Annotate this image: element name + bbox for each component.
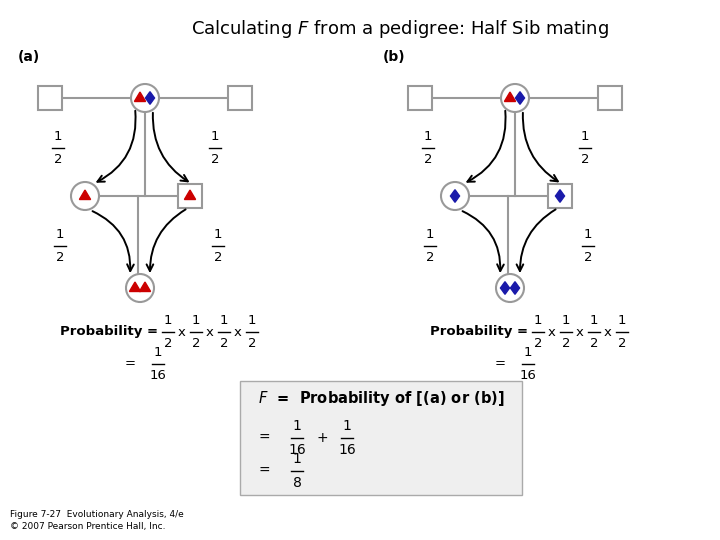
Text: (b): (b) — [383, 50, 405, 64]
Text: 1: 1 — [248, 314, 256, 327]
Text: 1: 1 — [424, 130, 432, 143]
Text: =: = — [125, 357, 135, 370]
Circle shape — [131, 84, 159, 112]
Text: 8: 8 — [292, 476, 302, 490]
Text: 2: 2 — [192, 337, 200, 350]
Text: 2: 2 — [581, 153, 589, 166]
Text: 1: 1 — [55, 228, 64, 241]
Circle shape — [126, 274, 154, 302]
Text: x: x — [206, 326, 214, 339]
Text: 1: 1 — [581, 130, 589, 143]
Bar — [38, 86, 62, 110]
Circle shape — [496, 274, 524, 302]
Circle shape — [441, 182, 469, 210]
Text: 1: 1 — [192, 314, 200, 327]
Text: 1: 1 — [214, 228, 222, 241]
Text: +: + — [316, 431, 328, 445]
Text: 1: 1 — [292, 452, 302, 466]
Text: 2: 2 — [426, 251, 434, 264]
Text: 1: 1 — [618, 314, 626, 327]
Text: 2: 2 — [562, 337, 570, 350]
Text: 16: 16 — [520, 369, 536, 382]
Text: Figure 7-27  Evolutionary Analysis, 4/e: Figure 7-27 Evolutionary Analysis, 4/e — [10, 510, 184, 519]
Text: 2: 2 — [214, 251, 222, 264]
Text: 1: 1 — [163, 314, 172, 327]
Text: 1: 1 — [211, 130, 220, 143]
Text: (a): (a) — [18, 50, 40, 64]
FancyBboxPatch shape — [240, 381, 522, 495]
Text: x: x — [234, 326, 242, 339]
Text: 1: 1 — [154, 346, 162, 359]
Text: =: = — [258, 431, 270, 445]
Polygon shape — [510, 282, 520, 294]
Text: 1: 1 — [343, 419, 351, 433]
Polygon shape — [184, 190, 196, 199]
Circle shape — [501, 84, 529, 112]
Polygon shape — [135, 92, 145, 102]
Text: 2: 2 — [220, 337, 228, 350]
Text: 16: 16 — [288, 443, 306, 457]
Text: Calculating $F$ from a pedigree: Half Sib mating: Calculating $F$ from a pedigree: Half Si… — [191, 18, 609, 40]
Bar — [178, 184, 202, 208]
Text: =: = — [258, 464, 270, 478]
Text: 1: 1 — [534, 314, 542, 327]
Polygon shape — [500, 282, 510, 294]
Text: 2: 2 — [618, 337, 626, 350]
Polygon shape — [145, 92, 155, 104]
Polygon shape — [451, 190, 459, 202]
Text: 1: 1 — [562, 314, 570, 327]
Text: x: x — [548, 326, 556, 339]
Circle shape — [71, 182, 99, 210]
Polygon shape — [516, 92, 525, 104]
Polygon shape — [79, 190, 91, 199]
Text: 1: 1 — [54, 130, 62, 143]
Text: 16: 16 — [150, 369, 166, 382]
Text: Probability =: Probability = — [430, 326, 533, 339]
Text: $F$  =  Probability of [(a) or (b)]: $F$ = Probability of [(a) or (b)] — [258, 389, 504, 408]
Polygon shape — [505, 92, 516, 102]
Text: 2: 2 — [534, 337, 542, 350]
Text: 2: 2 — [584, 251, 593, 264]
Polygon shape — [130, 282, 140, 292]
Text: © 2007 Pearson Prentice Hall, Inc.: © 2007 Pearson Prentice Hall, Inc. — [10, 522, 166, 531]
Text: x: x — [604, 326, 612, 339]
Text: 2: 2 — [248, 337, 256, 350]
Text: 2: 2 — [590, 337, 598, 350]
Bar — [598, 86, 622, 110]
Text: 1: 1 — [590, 314, 598, 327]
Text: 2: 2 — [54, 153, 62, 166]
Text: 1: 1 — [426, 228, 434, 241]
Text: 1: 1 — [584, 228, 593, 241]
Text: 1: 1 — [292, 419, 302, 433]
Text: x: x — [576, 326, 584, 339]
Text: 16: 16 — [338, 443, 356, 457]
Bar — [548, 184, 572, 208]
Text: Probability =: Probability = — [60, 326, 163, 339]
Polygon shape — [140, 282, 150, 292]
Text: 1: 1 — [220, 314, 228, 327]
Text: 2: 2 — [55, 251, 64, 264]
Bar — [408, 86, 432, 110]
Text: x: x — [178, 326, 186, 339]
Bar — [228, 86, 252, 110]
Text: 2: 2 — [424, 153, 432, 166]
Text: 2: 2 — [211, 153, 220, 166]
Text: =: = — [495, 357, 505, 370]
Text: 1: 1 — [523, 346, 532, 359]
Polygon shape — [555, 190, 564, 202]
Text: 2: 2 — [163, 337, 172, 350]
